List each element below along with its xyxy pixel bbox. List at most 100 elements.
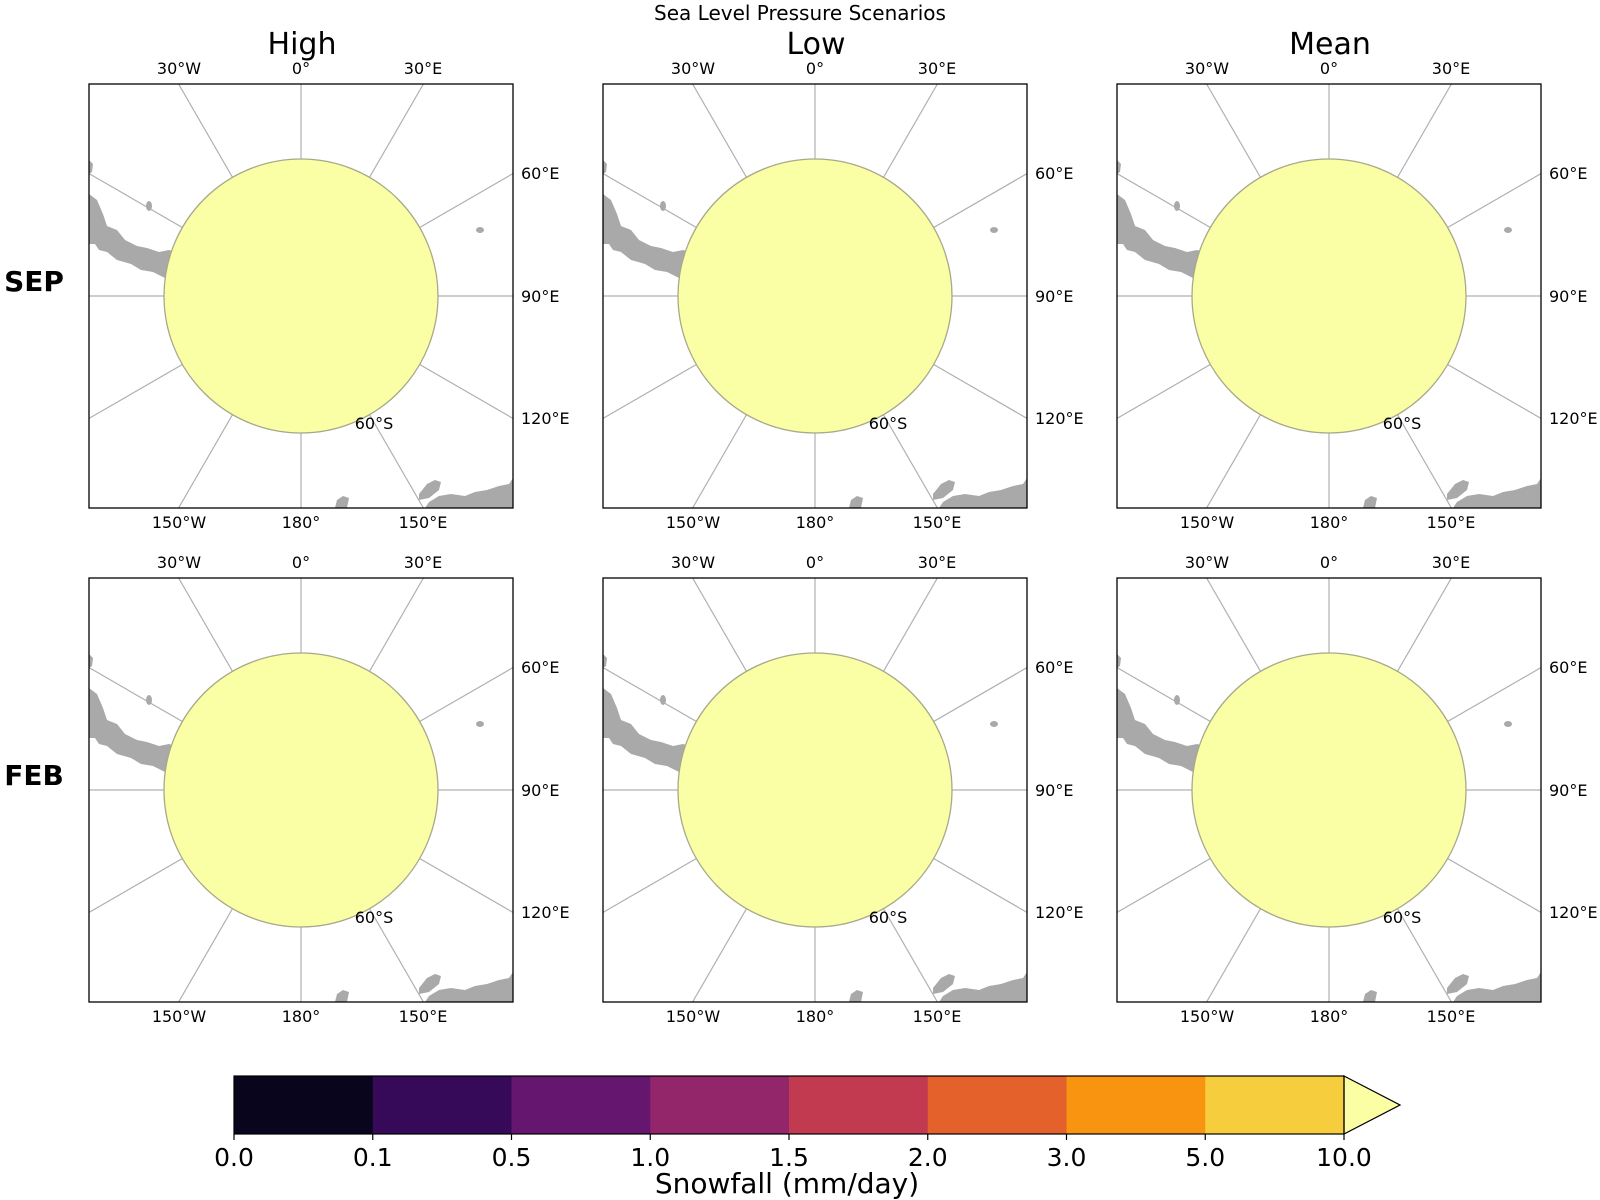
landmass-south-east	[939, 478, 1027, 508]
lon-label-30w: 30°W	[1185, 553, 1229, 572]
row-label-sep: SEP	[4, 265, 64, 298]
lon-label-180: 180°	[1310, 1007, 1349, 1026]
islet	[660, 201, 666, 211]
snowfall-field-disc	[677, 652, 953, 928]
lon-label-30w: 30°W	[671, 59, 715, 78]
landmass-south-east	[425, 972, 513, 1002]
lat-label-60s: 60°S	[355, 908, 394, 927]
colorbar-segment	[372, 1076, 512, 1134]
landmass-south-small	[849, 496, 863, 508]
lon-label-90e: 90°E	[1549, 781, 1587, 800]
islet	[1504, 227, 1512, 233]
lon-label-60e: 60°E	[1035, 658, 1073, 677]
lon-label-180: 180°	[282, 1007, 321, 1026]
colorbar-tick-label: 0.5	[492, 1143, 532, 1172]
colorbar-segment	[1205, 1076, 1345, 1134]
lon-label-30w: 30°W	[671, 553, 715, 572]
lon-label-150w: 150°W	[1180, 513, 1235, 532]
lon-label-180: 180°	[1310, 513, 1349, 532]
islet	[1174, 695, 1180, 705]
lon-label-60e: 60°E	[1035, 164, 1073, 183]
islet	[1504, 721, 1512, 727]
landmass-south-small	[849, 990, 863, 1002]
lon-label-180: 180°	[796, 1007, 835, 1026]
map-panel-0-0: 30°W 0° 30°E 60°E 90°E 120°E 150°W 180° 150°E 60°…	[88, 59, 570, 532]
snowfall-field-disc	[163, 652, 439, 928]
snowfall-field-disc	[1191, 158, 1467, 434]
landmass-south-east	[939, 972, 1027, 1002]
colorbar-tick-label: 1.5	[769, 1143, 809, 1172]
islet	[476, 721, 484, 727]
lon-label-120e: 120°E	[1549, 409, 1598, 428]
colorbar-tick-label: 1.0	[630, 1143, 670, 1172]
lon-label-0: 0°	[806, 553, 824, 572]
colorbar-extend-arrow	[1343, 1075, 1402, 1135]
islet	[990, 721, 998, 727]
map-frame	[602, 83, 1028, 509]
islet	[146, 201, 152, 211]
lon-label-120e: 120°E	[1549, 903, 1598, 922]
colorbar-segment	[1066, 1076, 1206, 1134]
lon-label-60e: 60°E	[521, 658, 559, 677]
lon-label-150e: 150°E	[913, 513, 962, 532]
islet	[146, 695, 152, 705]
landmass-south-island	[933, 974, 955, 994]
landmass-west-islet	[603, 160, 607, 174]
lon-label-90e: 90°E	[521, 287, 559, 306]
colorbar-segment	[927, 1076, 1067, 1134]
islet	[660, 695, 666, 705]
lon-label-30e: 30°E	[918, 59, 956, 78]
lon-label-30w: 30°W	[157, 553, 201, 572]
colorbar-tick-label: 0.1	[353, 1143, 393, 1172]
lon-label-0: 0°	[292, 553, 310, 572]
map-panel-1-1: 30°W 0° 30°E 60°E 90°E 120°E 150°W 180° 150°E 60°…	[602, 553, 1084, 1026]
colorbar-tick-label: 5.0	[1185, 1143, 1225, 1172]
column-title-mean: Mean	[1289, 27, 1371, 62]
lon-label-30e: 30°E	[404, 59, 442, 78]
colorbar-segment	[650, 1076, 790, 1134]
landmass-south-east	[1453, 478, 1541, 508]
lon-label-90e: 90°E	[1549, 287, 1587, 306]
landmass-south-east	[1453, 972, 1541, 1002]
colorbar: 0.0 0.1 0.5 1.0 1.5 2.0 3.0 5.0 10.0	[214, 1075, 1402, 1172]
lat-label-60s: 60°S	[869, 908, 908, 927]
map-frame	[1116, 83, 1542, 509]
map-panel-1-2: 30°W 0° 30°E 60°E 90°E 120°E 150°W 180° 150°E 60°…	[1116, 553, 1598, 1026]
landmass-south-island	[1447, 974, 1469, 994]
column-title-low: Low	[786, 27, 845, 62]
lon-label-30e: 30°E	[404, 553, 442, 572]
colorbar-tick-label: 10.0	[1316, 1143, 1372, 1172]
map-panel-0-2: 30°W 0° 30°E 60°E 90°E 120°E 150°W 180° 150°E 60°…	[1116, 59, 1598, 532]
landmass-west-islet	[89, 160, 93, 174]
lon-label-0: 0°	[1320, 59, 1338, 78]
colorbar-label: Snowfall (mm/day)	[655, 1167, 919, 1200]
islet	[990, 227, 998, 233]
lat-label-60s: 60°S	[1383, 414, 1422, 433]
colorbar-segment	[511, 1076, 651, 1134]
lon-label-120e: 120°E	[521, 409, 570, 428]
islet	[476, 227, 484, 233]
lat-label-60s: 60°S	[1383, 908, 1422, 927]
colorbar-tick-label: 3.0	[1047, 1143, 1087, 1172]
lon-label-90e: 90°E	[1035, 781, 1073, 800]
lon-label-30w: 30°W	[1185, 59, 1229, 78]
map-frame	[88, 577, 514, 1003]
landmass-west-islet	[1117, 654, 1121, 668]
landmass-south-island	[1447, 480, 1469, 500]
lon-label-150e: 150°E	[399, 1007, 448, 1026]
lon-label-150w: 150°W	[666, 1007, 721, 1026]
lon-label-120e: 120°E	[1035, 409, 1084, 428]
snowfall-field-disc	[677, 158, 953, 434]
lon-label-180: 180°	[282, 513, 321, 532]
lon-label-150w: 150°W	[666, 513, 721, 532]
colorbar-tick-label: 0.0	[214, 1143, 254, 1172]
lon-label-90e: 90°E	[521, 781, 559, 800]
lon-label-30e: 30°E	[1432, 553, 1470, 572]
lon-label-150w: 150°W	[1180, 1007, 1235, 1026]
snowfall-field-disc	[163, 158, 439, 434]
colorbar-segment	[234, 1076, 374, 1134]
lon-label-60e: 60°E	[1549, 658, 1587, 677]
lon-label-0: 0°	[292, 59, 310, 78]
